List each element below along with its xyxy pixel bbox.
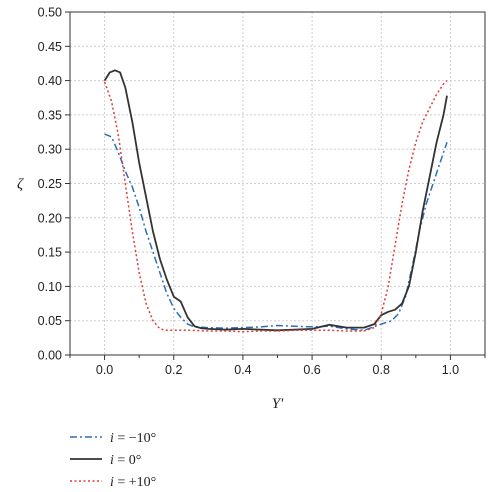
y-tick-label: 0.35 bbox=[38, 108, 62, 122]
x-tick-label: 0.6 bbox=[303, 363, 320, 377]
x-tick-label: 0.4 bbox=[234, 363, 251, 377]
legend-label-0: i = −10° bbox=[110, 431, 156, 446]
legend-label-value: = +10° bbox=[114, 475, 156, 490]
x-tick-label: 1.0 bbox=[442, 363, 459, 377]
x-axis-label: Y' bbox=[272, 396, 284, 412]
legend-label-2: i = +10° bbox=[110, 475, 156, 490]
legend-label-var: i bbox=[110, 453, 114, 468]
y-tick-label: 0.40 bbox=[38, 74, 62, 88]
series-line-1 bbox=[103, 69, 448, 332]
y-tick-label: 0.10 bbox=[38, 280, 62, 294]
series-lines bbox=[103, 69, 448, 333]
y-tick-label: 0.05 bbox=[38, 314, 62, 328]
axis-ticks: 0.0 0.2 0.4 0.6 0.8 1.0 0.00 0.05 0.10 0.15 0.20 0.… bbox=[38, 6, 486, 377]
series-line-2 bbox=[103, 80, 448, 333]
y-tick-label: 0.25 bbox=[38, 177, 62, 191]
x-tick-label: 0.0 bbox=[96, 363, 113, 377]
grid-lines bbox=[70, 11, 485, 356]
y-tick-label: 0.45 bbox=[38, 40, 62, 54]
legend-label-var: i bbox=[110, 475, 114, 490]
y-axis-label: ζ bbox=[17, 177, 24, 193]
y-tick-label: 0.50 bbox=[38, 6, 62, 20]
y-tick-label: 0.30 bbox=[38, 143, 62, 157]
series-line-0 bbox=[104, 133, 448, 332]
y-tick-label: 0.00 bbox=[38, 349, 62, 363]
legend: i = −10°i = 0°i = +10° bbox=[70, 431, 156, 490]
y-tick-label: 0.15 bbox=[38, 246, 62, 260]
legend-label-1: i = 0° bbox=[110, 453, 141, 468]
x-tick-label: 0.2 bbox=[165, 363, 182, 377]
legend-label-value: = −10° bbox=[114, 431, 156, 446]
legend-label-var: i bbox=[110, 431, 114, 446]
x-tick-label: 0.8 bbox=[373, 363, 390, 377]
y-tick-label: 0.20 bbox=[38, 211, 62, 225]
legend-label-value: = 0° bbox=[114, 453, 142, 468]
